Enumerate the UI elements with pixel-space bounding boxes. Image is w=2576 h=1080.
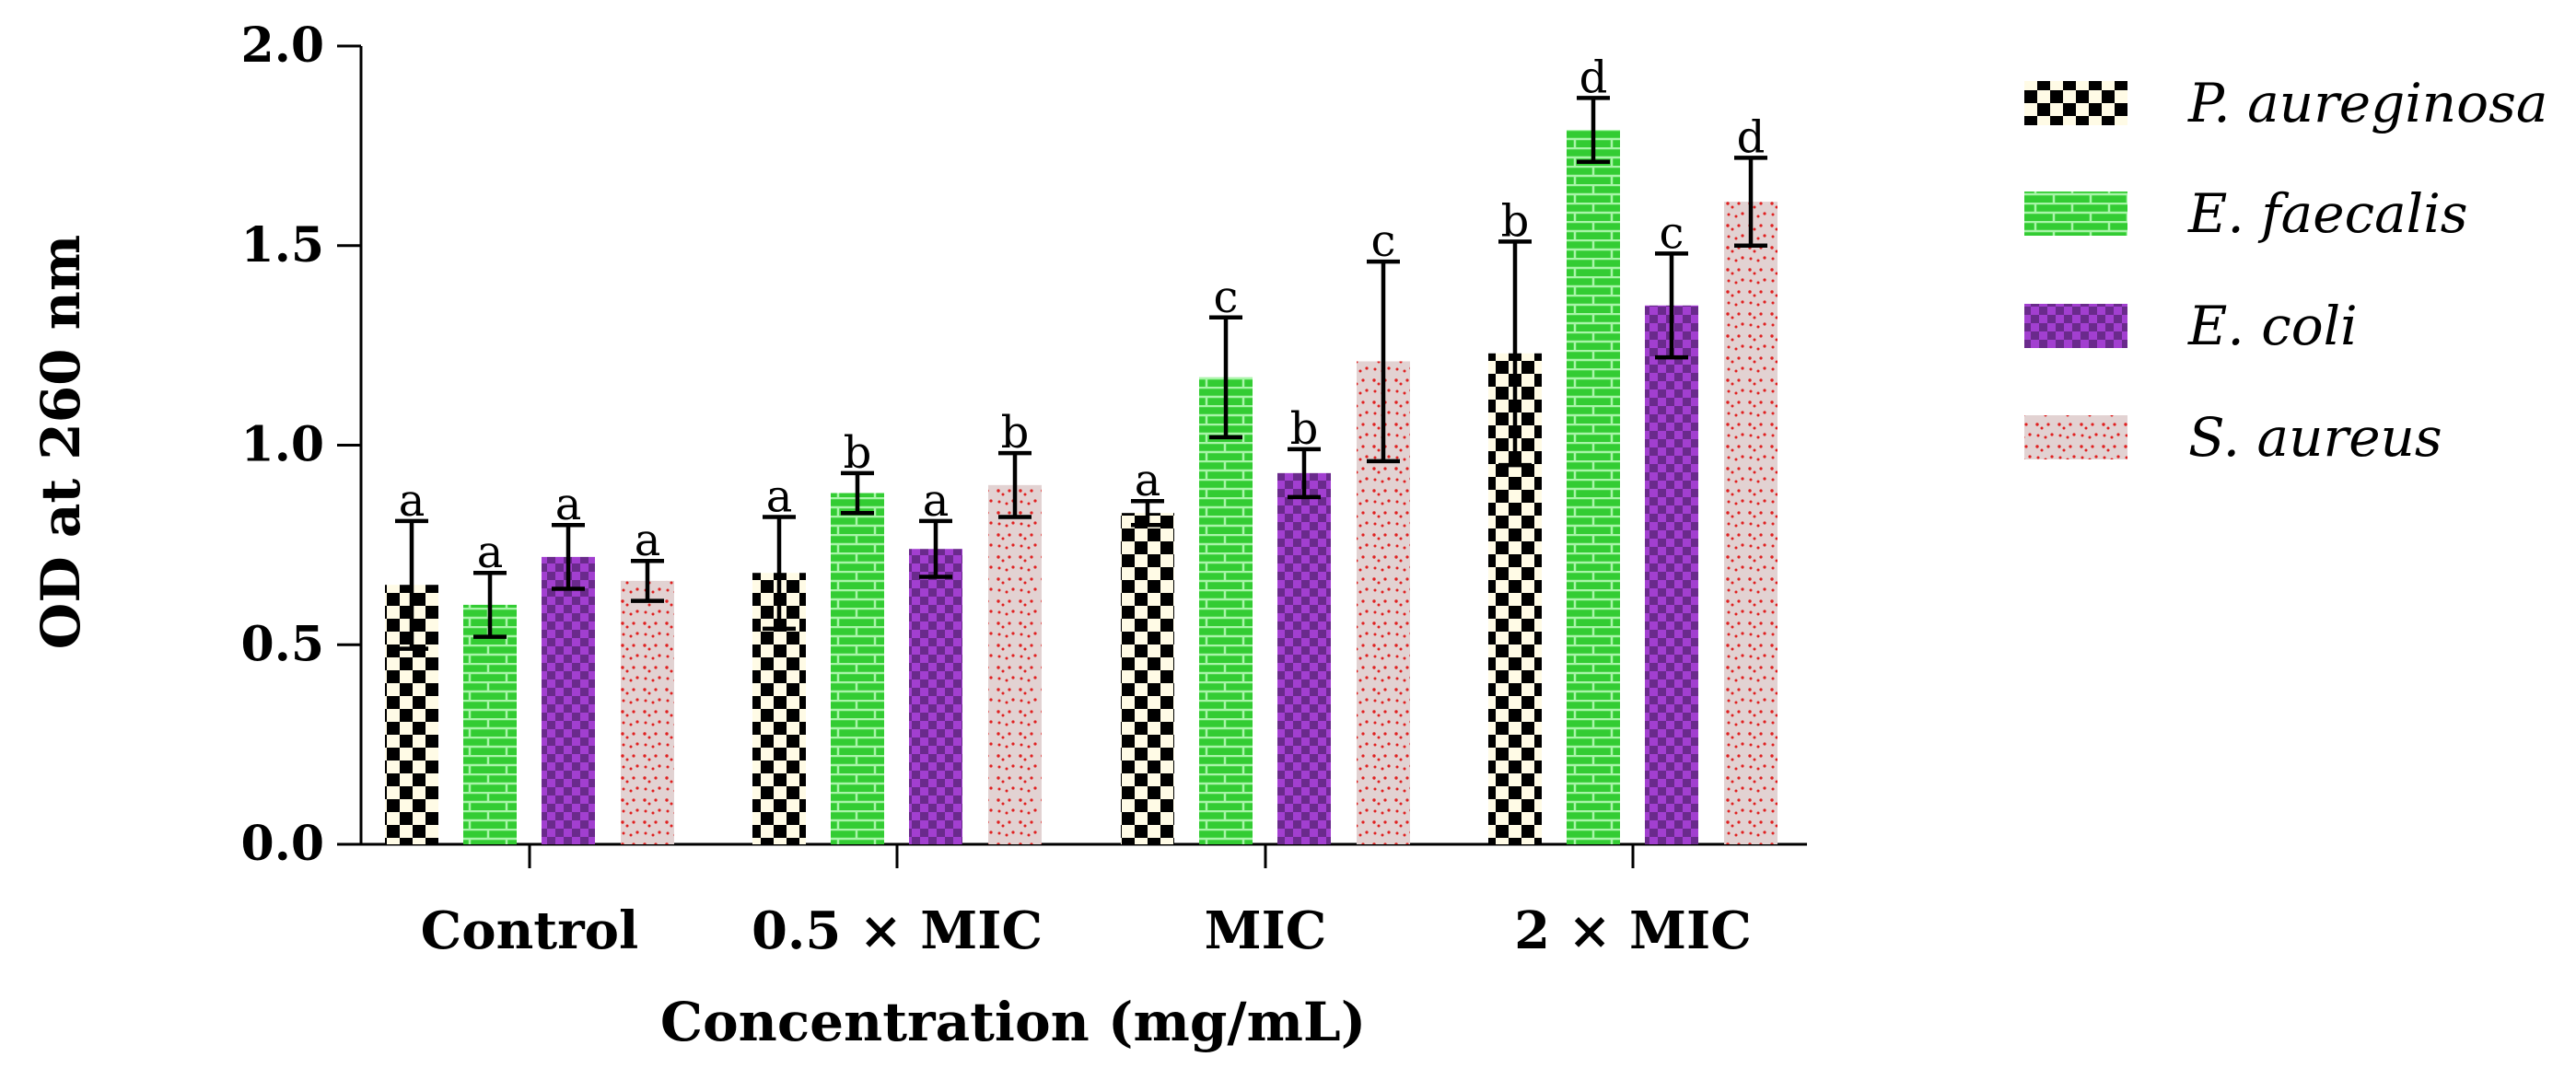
significance-letter: c [1660,207,1684,259]
bar [1199,377,1253,844]
significance-letter: a [1135,455,1161,506]
significance-letter: c [1371,215,1396,267]
bar [1724,202,1778,844]
significance-letter: c [1214,272,1239,323]
y-tick-label: 0.0 [241,816,324,872]
significance-letter: b [1290,403,1319,455]
significance-letter: b [1001,407,1030,459]
bar [1567,130,1620,844]
legend-label: S. aureus [2188,406,2442,469]
x-axis-title: Concentration (mg/mL) [660,991,1366,1053]
x-tick-label: 2 × MIC [1514,900,1752,961]
legend-label: E. coli [2187,295,2358,357]
y-tick-label: 1.0 [241,417,324,473]
significance-letter: a [766,471,793,523]
legend-swatch [2024,304,2127,348]
y-tick-label: 0.5 [241,616,324,672]
significance-letter: a [399,475,425,527]
bar [1645,305,1698,844]
error-bars [395,96,1767,651]
legend-swatch [2024,415,2127,459]
legend: P. aureginosa E. faecalis E. coli S. aureus [2024,72,2547,469]
significance-letter: b [844,427,872,479]
significance-letter: a [635,515,661,566]
bar [1121,513,1174,844]
y-tick-label: 1.5 [241,217,324,273]
bar [463,604,517,844]
significance-letter: a [555,479,582,530]
bar [988,484,1042,844]
y-ticks: 0.0 0.5 1.0 1.5 2.0 [241,17,361,872]
significance-letter: d [1737,111,1766,163]
bar [909,549,962,844]
bar [1277,472,1331,844]
bar [831,493,884,844]
significance-letter: a [923,475,950,527]
x-tick-label: Control [421,900,639,961]
bar [621,580,674,844]
significance-letter: d [1579,52,1608,103]
y-axis-title: OD at 260 nm [29,235,92,649]
significance-letter: b [1501,195,1530,247]
significance-letter: a [477,527,504,578]
x-tick-label: MIC [1205,900,1327,961]
x-tick-label: 0.5 × MIC [752,900,1043,961]
x-ticks: Control 0.5 × MIC MIC 2 × MIC [421,844,1752,961]
legend-swatch [2024,81,2127,125]
legend-label: E. faecalis [2187,182,2468,245]
bars [385,130,1778,845]
y-tick-label: 2.0 [241,17,324,74]
legend-swatch [2024,192,2127,236]
legend-label: P. aureginosa [2187,72,2547,134]
bar [542,556,595,844]
